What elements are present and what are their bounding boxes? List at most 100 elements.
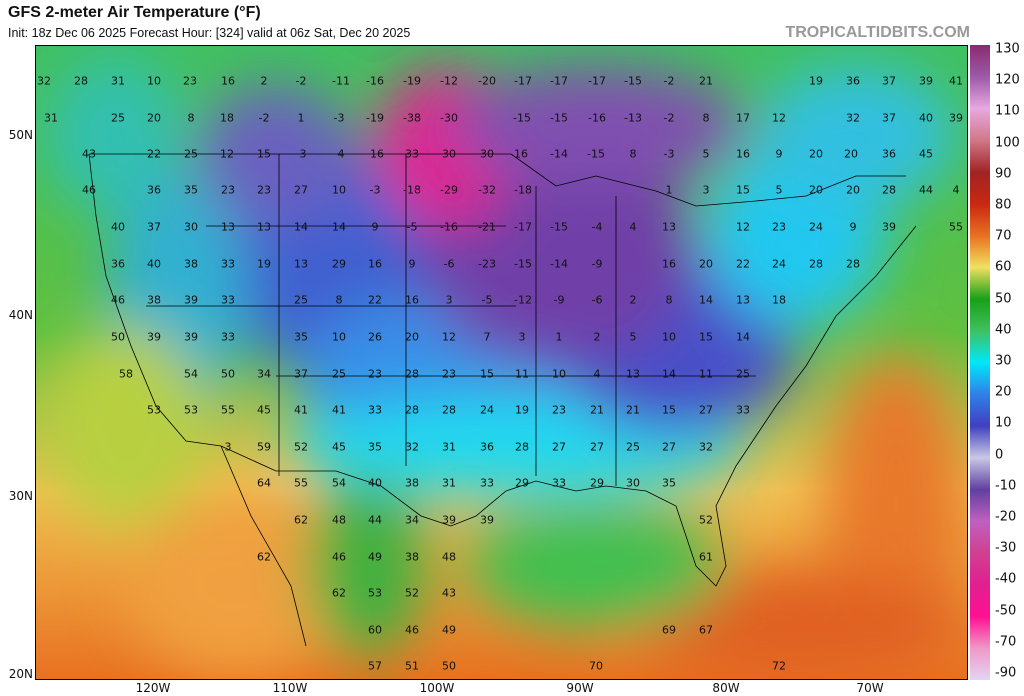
colorbar-tick-label: 20	[995, 384, 1012, 400]
station-value: 22	[147, 147, 161, 161]
station-value: 53	[147, 403, 161, 417]
station-value: 11	[515, 367, 529, 381]
station-value: 40	[368, 476, 382, 490]
station-value: -9	[591, 257, 603, 271]
colorbar-tick-label: 40	[995, 322, 1012, 338]
station-value: 58	[119, 367, 133, 381]
station-value: -17	[588, 74, 606, 88]
station-value: 8	[665, 293, 673, 307]
station-value: 45	[919, 147, 933, 161]
station-value: 49	[442, 623, 456, 637]
colorbar-tick-label: 10	[995, 415, 1012, 431]
station-value: -21	[478, 220, 496, 234]
station-value: 36	[147, 183, 161, 197]
station-value: 26	[368, 330, 382, 344]
station-value: 25	[626, 440, 640, 454]
station-value: 32	[699, 440, 713, 454]
station-value: 1	[665, 183, 673, 197]
station-value: 39	[442, 513, 456, 527]
station-value: 22	[736, 257, 750, 271]
station-value: 14	[294, 220, 308, 234]
station-value: 22	[368, 293, 382, 307]
station-value: 20	[844, 147, 858, 161]
station-value: 4	[952, 183, 960, 197]
station-value: 31	[44, 111, 58, 125]
station-value: 39	[147, 330, 161, 344]
latitude-label: 20N	[8, 667, 33, 681]
station-value: 37	[882, 111, 896, 125]
station-value: 23	[183, 74, 197, 88]
colorbar-tick-label: -90	[995, 665, 1017, 681]
station-value: 32	[405, 440, 419, 454]
station-value: -12	[440, 74, 458, 88]
station-value: 33	[221, 257, 235, 271]
station-value: 3	[299, 147, 307, 161]
station-value: 28	[74, 74, 88, 88]
station-value: -16	[440, 220, 458, 234]
station-value: 18	[772, 293, 786, 307]
station-value: 50	[442, 659, 456, 673]
station-value: 35	[368, 440, 382, 454]
station-value: 36	[882, 147, 896, 161]
station-value: -17	[550, 74, 568, 88]
station-value: 28	[405, 367, 419, 381]
station-value: -29	[440, 183, 458, 197]
station-value: -3	[333, 111, 345, 125]
latitude-label: 50N	[8, 128, 33, 142]
station-value: 13	[221, 220, 235, 234]
station-value: 54	[184, 367, 198, 381]
colorbar-tick-label: 30	[995, 353, 1012, 369]
station-value: 27	[552, 440, 566, 454]
station-value: 8	[335, 293, 343, 307]
station-value: 46	[111, 293, 125, 307]
station-value: 60	[368, 623, 382, 637]
station-value: 16	[514, 147, 528, 161]
station-value: 10	[332, 330, 346, 344]
colorbar-tick-label: -70	[995, 634, 1017, 650]
station-value: -13	[624, 111, 642, 125]
station-value: 30	[442, 147, 456, 161]
station-value: 9	[775, 147, 783, 161]
station-value: -5	[406, 220, 418, 234]
station-value: 14	[736, 330, 750, 344]
station-value: 20	[846, 183, 860, 197]
station-value: 21	[699, 74, 713, 88]
station-value: 55	[294, 476, 308, 490]
station-value: -14	[550, 257, 568, 271]
station-value: 27	[294, 183, 308, 197]
station-value: 52	[294, 440, 308, 454]
station-value: -17	[514, 220, 532, 234]
station-value: -5	[481, 293, 493, 307]
station-value: 70	[589, 659, 603, 673]
station-value: 9	[408, 257, 416, 271]
station-value: 28	[809, 257, 823, 271]
run-info: Init: 18z Dec 06 2025 Forecast Hour: [32…	[8, 26, 411, 40]
station-value: 16	[370, 147, 384, 161]
station-value: 72	[772, 659, 786, 673]
station-value: -38	[403, 111, 421, 125]
station-value: 27	[662, 440, 676, 454]
chart-title: GFS 2-meter Air Temperature (°F)	[8, 4, 261, 21]
colorbar-tick-label: -20	[995, 509, 1017, 525]
station-value: -18	[403, 183, 421, 197]
station-value: 51	[405, 659, 419, 673]
boundaries	[88, 153, 917, 647]
station-value: 13	[257, 220, 271, 234]
station-value: 13	[626, 367, 640, 381]
longitude-label: 100W	[419, 681, 455, 695]
latitude-label: 40N	[8, 308, 33, 322]
colorbar-tick-label: -10	[995, 478, 1017, 494]
station-value: 18	[220, 111, 234, 125]
station-value: 39	[882, 220, 896, 234]
station-value: 25	[332, 367, 346, 381]
station-value: 35	[184, 183, 198, 197]
longitude-label: 90W	[566, 681, 594, 695]
station-value: 33	[221, 330, 235, 344]
longitude-label: 70W	[856, 681, 884, 695]
station-value: 45	[332, 440, 346, 454]
station-value: 38	[184, 257, 198, 271]
colorbar-tick-label: 100	[995, 135, 1020, 151]
station-value: 16	[221, 74, 235, 88]
temperature-field	[36, 46, 967, 679]
station-value: -2	[663, 111, 675, 125]
